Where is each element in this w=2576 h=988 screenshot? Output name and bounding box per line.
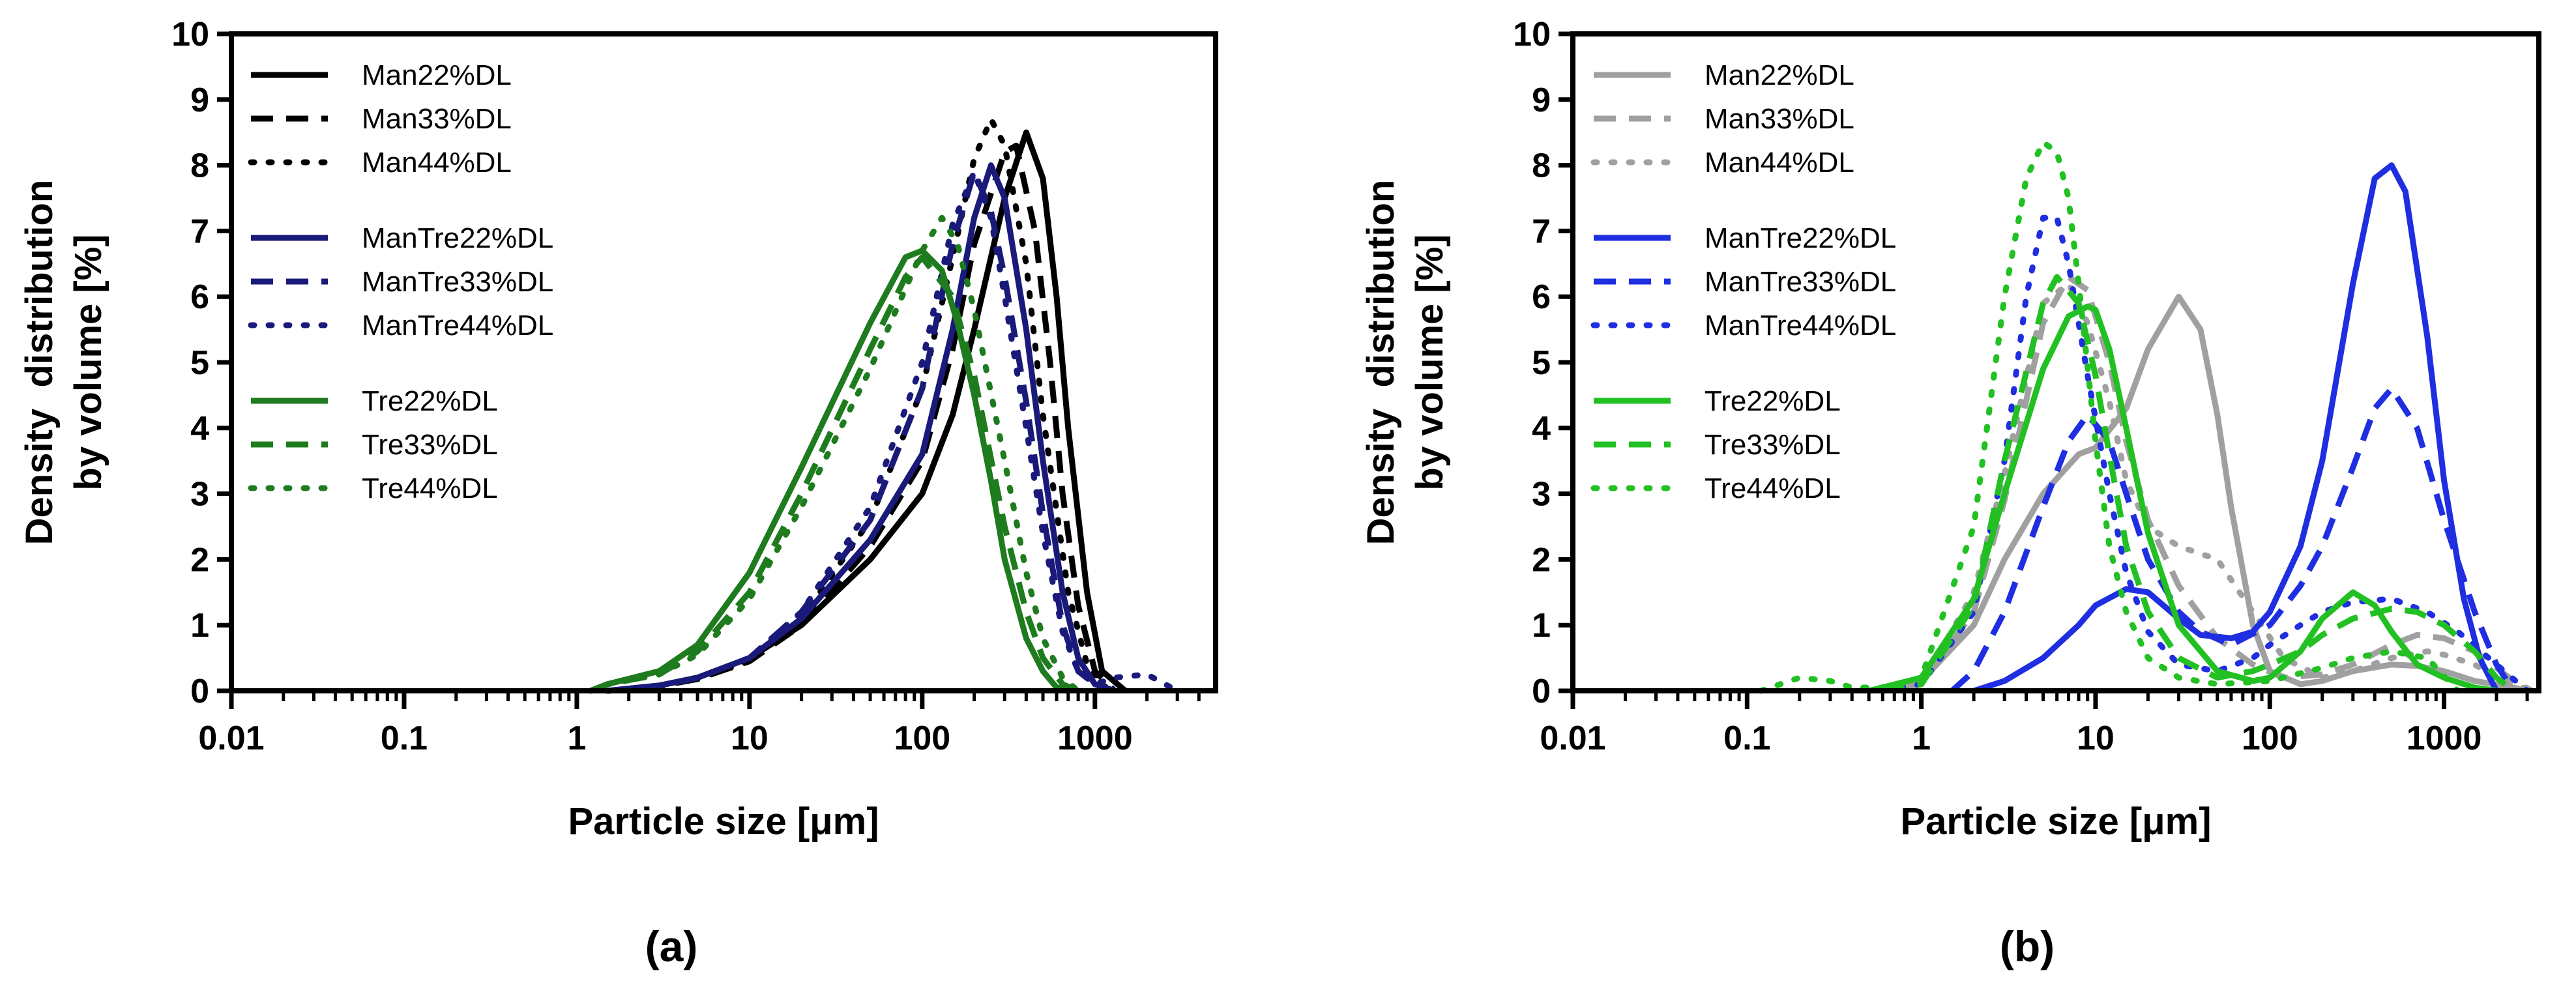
x-tick-label: 0.1	[381, 719, 428, 757]
legend-label: ManTre33%DL	[1705, 266, 1896, 298]
x-axis-title: Particle size [μm]	[568, 800, 879, 843]
legend-label: ManTre44%DL	[1705, 310, 1896, 341]
y-tick-label: 1	[1532, 607, 1551, 645]
legend-label: ManTre33%DL	[362, 266, 553, 298]
y-tick-label: 8	[190, 147, 209, 185]
y-tick-label: 10	[171, 16, 209, 53]
x-tick-label: 1000	[2407, 719, 2482, 757]
series-line-tre33pctdl	[589, 254, 1079, 694]
y-tick-label: 1	[190, 607, 209, 645]
y-tick-label: 10	[1513, 16, 1551, 53]
legend-label: Man22%DL	[1705, 59, 1854, 91]
x-tick-label: 0.01	[198, 719, 264, 757]
legend-label: ManTre22%DL	[1705, 222, 1896, 254]
x-tick-label: 0.1	[1723, 719, 1770, 757]
y-tick-label: 2	[1532, 541, 1551, 579]
series-line-tre44pctdl	[1758, 139, 2461, 694]
series-line-mantre44pctdl	[1879, 214, 2530, 694]
y-tick-label: 5	[190, 344, 209, 382]
legend-label: Man44%DL	[1705, 147, 1854, 179]
x-tick-label: 1000	[1057, 719, 1133, 757]
panel-a: 0 1 2 3 4 5 6 7 8 9 10 0.01 0.1 1 10 100 1000 Particle si…	[18, 16, 1218, 970]
y-tick-label: 8	[1532, 147, 1551, 185]
legend-label: Tre33%DL	[1705, 429, 1841, 461]
y-axis-title-line-1: Density distribution	[1360, 180, 1402, 545]
series-line-tre22pctdl	[589, 248, 1079, 694]
y-tick-label: 3	[1532, 476, 1551, 514]
y-tick-label: 6	[1532, 278, 1551, 316]
series-line-tre22pctdl	[1868, 303, 2497, 694]
y-tick-label: 0	[190, 673, 209, 710]
y-axis-title-line-2: by volume [%]	[1409, 234, 1451, 490]
y-tick-label: 2	[190, 541, 209, 579]
legend: Man22%DL Man33%DL Man44%DL ManTre22%DL ManTr…	[248, 59, 553, 504]
legend-label: Tre44%DL	[1705, 472, 1841, 504]
legend-label: Tre33%DL	[362, 429, 498, 461]
y-tick-label: 0	[1532, 673, 1551, 710]
series-line-mantre22pctdl	[1972, 162, 2500, 694]
y-tick-label: 6	[190, 278, 209, 316]
x-axis-title: Particle size [μm]	[1900, 800, 2211, 843]
x-tick-label: 0.01	[1540, 719, 1605, 757]
x-tick-label: 1	[567, 719, 586, 757]
panel-label: (b)	[2000, 922, 2055, 970]
x-tick-label: 100	[894, 719, 950, 757]
series-line-tre44pctdl	[587, 214, 1081, 694]
y-axis-title-line-1: Density distribution	[18, 180, 61, 545]
x-tick-label: 100	[2242, 719, 2298, 757]
series-line-mantre33pctdl	[1950, 385, 2516, 693]
y-tick-label: 4	[190, 410, 209, 448]
legend-label: Tre22%DL	[1705, 385, 1841, 417]
x-tick-label: 10	[2077, 719, 2115, 757]
y-tick-label: 7	[1532, 212, 1551, 250]
y-tick-label: 4	[1532, 410, 1551, 448]
y-tick-label: 3	[190, 476, 209, 514]
series-line-mantre44pctdl	[604, 169, 1180, 694]
legend-label: ManTre44%DL	[362, 310, 553, 341]
series-line-man33pctdl	[607, 142, 1117, 694]
panel-label: (a)	[645, 922, 698, 970]
series-line-mantre33pctdl	[607, 169, 1116, 694]
y-tick-label: 5	[1532, 344, 1551, 382]
legend-label: Tre44%DL	[362, 472, 498, 504]
legend-label: Man44%DL	[362, 147, 512, 179]
series-line-man22pctdl	[607, 129, 1128, 694]
legend-label: Man33%DL	[1705, 103, 1854, 135]
series-line-man44pctdl	[604, 116, 1112, 694]
series-line-tre33pctdl	[1882, 274, 2515, 694]
y-tick-label: 9	[190, 81, 209, 119]
panel-b: 0 1 2 3 4 5 6 7 8 9 10 0.01 0.1 1 10 100 1000 Particle si…	[1360, 16, 2541, 970]
x-tick-label: 1	[1912, 719, 1931, 757]
legend-label: Man33%DL	[362, 103, 512, 135]
y-axis-title-line-2: by volume [%]	[67, 234, 110, 490]
y-tick-label: 7	[190, 212, 209, 250]
legend-label: Man22%DL	[362, 59, 512, 91]
y-tick-label: 9	[1532, 81, 1551, 119]
x-tick-label: 10	[731, 719, 768, 757]
legend: Man22%DL Man33%DL Man44%DL ManTre22%DL ManTr…	[1590, 59, 1896, 504]
legend-label: ManTre22%DL	[362, 222, 553, 254]
legend-label: Tre22%DL	[362, 385, 498, 417]
